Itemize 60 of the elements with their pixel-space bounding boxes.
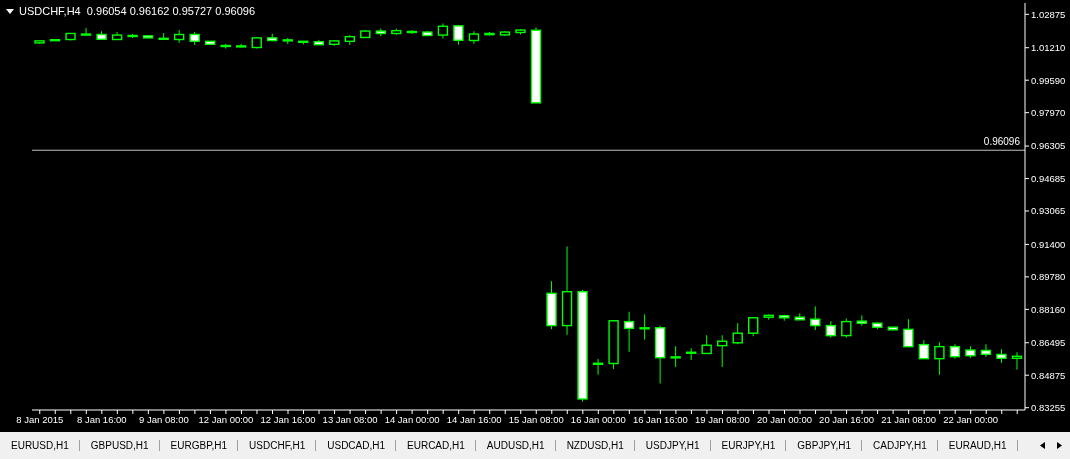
text: USDJPY,H1	[634, 440, 711, 451]
ref-line-label: 0.96096	[983, 136, 1021, 148]
text: EURAUD,H1	[937, 440, 1018, 451]
x-tick-label: 22 Jan 00:00	[943, 413, 999, 425]
candlestick	[934, 341, 945, 376]
y-tick-label: 0.97970	[1031, 107, 1066, 119]
candlestick	[980, 343, 992, 358]
x-tick-label: 12 Jan 16:00	[260, 413, 316, 425]
x-tick-label: 21 Jan 08:00	[881, 413, 937, 425]
chart-title: USDCHF,H4 0.96054 0.96162 0.95727 0.96096	[19, 5, 256, 17]
x-tick-label: 15 Jan 08:00	[508, 413, 564, 425]
candlestick	[918, 339, 930, 360]
y-tick-label: 0.94685	[1031, 172, 1066, 184]
x-tick-label: 12 Jan 00:00	[198, 413, 254, 425]
x-tick-label: 16 Jan 16:00	[632, 413, 688, 425]
candlestick	[903, 318, 914, 348]
text: EURUSD,H1	[0, 440, 80, 451]
candlestick	[1011, 351, 1023, 371]
x-tick-label: 20 Jan 16:00	[819, 413, 875, 425]
text: NZDUSD,H1	[555, 440, 635, 451]
text: USDCHF,H1	[238, 440, 317, 451]
text: GBPUSD,H1	[79, 440, 160, 451]
text: EURJPY,H1	[710, 440, 787, 451]
x-tick-label: 16 Jan 00:00	[570, 413, 626, 425]
candlestick	[810, 305, 821, 331]
candlestick	[453, 24, 464, 46]
x-tick-label: 14 Jan 00:00	[384, 413, 440, 425]
x-tick-label: 9 Jan 08:00	[139, 413, 189, 425]
y-tick-label: 0.84875	[1031, 369, 1066, 381]
y-tick-label: 0.91400	[1031, 238, 1066, 250]
x-tick-label: 14 Jan 16:00	[446, 413, 502, 425]
candlestick	[158, 32, 169, 40]
text: CADJPY,H1	[862, 440, 938, 451]
x-tick-label: 8 Jan 16:00	[76, 413, 127, 425]
x-tick-label: 19 Jan 08:00	[694, 413, 750, 425]
y-tick-label: 0.99590	[1031, 74, 1066, 86]
candlestick	[670, 345, 681, 368]
candlestick	[80, 27, 92, 36]
text: EURCAD,H1	[396, 440, 476, 451]
y-tick-label: 1.02875	[1031, 8, 1066, 20]
y-tick-label: 1.01210	[1031, 42, 1066, 54]
candlestick	[841, 318, 852, 339]
candlestick	[639, 313, 650, 341]
candlestick	[623, 311, 635, 353]
candlestick	[701, 334, 712, 355]
text: AUDUSD,H1	[475, 440, 556, 451]
text: GBPJPY,H1	[786, 440, 863, 451]
y-tick-label: 0.93065	[1031, 205, 1066, 217]
y-tick-label: 0.88160	[1031, 303, 1066, 315]
x-tick-label: 13 Jan 08:00	[322, 413, 378, 425]
x-tick-label: 8 Jan 2015	[16, 413, 64, 425]
candlestick	[748, 316, 759, 337]
text: EURGBP,H1	[159, 440, 239, 451]
y-tick-label: 0.96305	[1031, 140, 1066, 152]
text: USDCAD,H1	[316, 440, 397, 451]
y-tick-label: 0.86495	[1031, 337, 1066, 349]
candlestick	[173, 29, 185, 44]
x-tick-label: 20 Jan 00:00	[757, 413, 812, 425]
y-tick-label: 0.89780	[1031, 271, 1066, 283]
y-tick-label: 0.83255	[1031, 402, 1066, 414]
